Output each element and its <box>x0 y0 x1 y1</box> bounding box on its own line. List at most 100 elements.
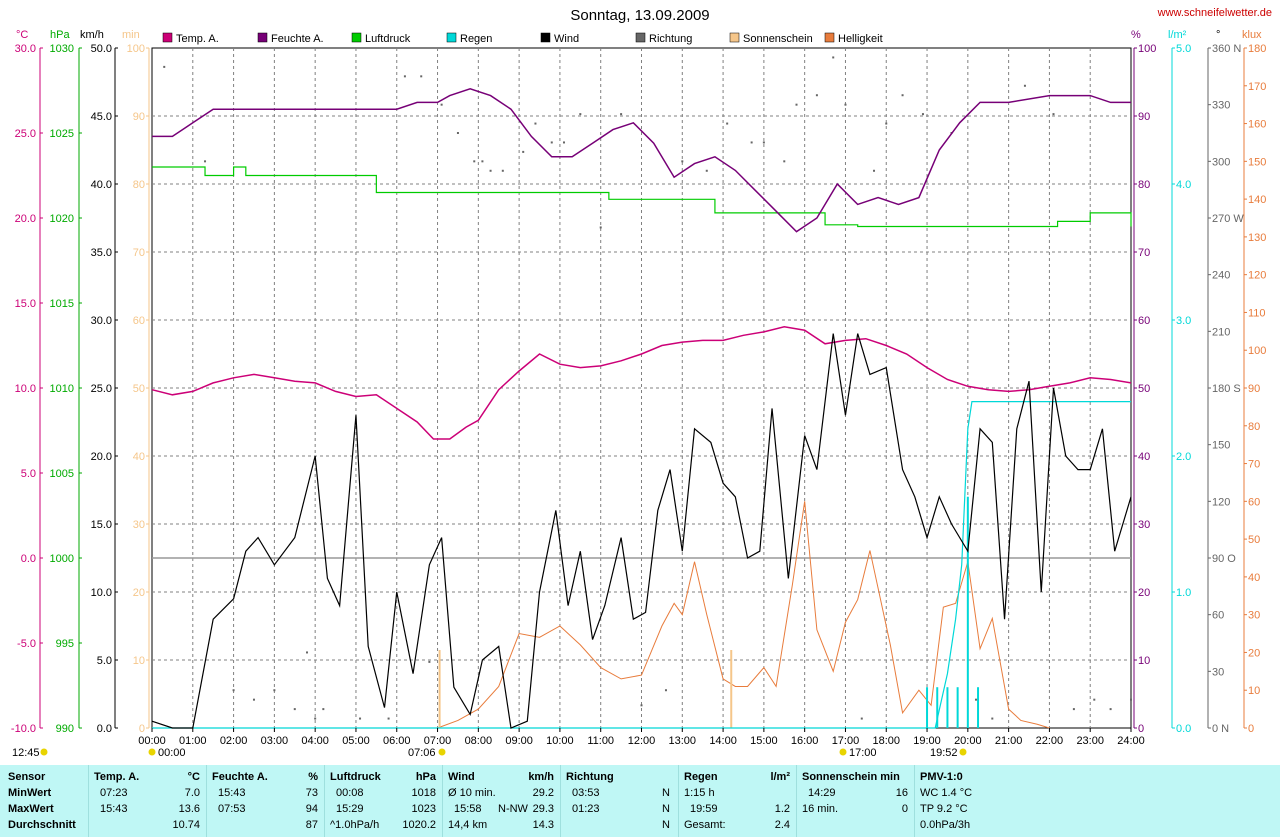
row-label-min: MinWert <box>8 787 52 799</box>
sunshine-axis-tick-label: 10 <box>133 655 145 667</box>
temp-column: Temp. A. °C 07:23 7.0 15:43 13.6 10.74 <box>94 769 200 831</box>
direction-point <box>501 169 504 172</box>
sunset-label: 19:52 <box>930 747 958 759</box>
brightness-axis-tick-label: 90 <box>1248 383 1260 395</box>
humidity-axis-tick-label: 80 <box>1138 179 1150 191</box>
pressure-axis-tick-label: 990 <box>56 723 74 735</box>
direction-point <box>974 698 977 701</box>
legend-label: Regen <box>460 33 492 45</box>
direction-point <box>322 708 325 711</box>
direction-point <box>473 160 476 163</box>
pressure-column: Luftdruck hPa 00:08 1018 15:29 1023 ^1.0hPa… <box>330 769 436 833</box>
divider <box>88 765 89 837</box>
x-tick-label: 22:00 <box>1036 735 1064 747</box>
direction-point <box>844 103 847 106</box>
sensor-column: Sensor MinWert MaxWert Durchschnitt <box>8 769 86 833</box>
axis-units: °C hPa km/h min % l/m² ° klux <box>16 29 1262 41</box>
sunshine-avg-value: 0 <box>901 803 908 815</box>
brightness-axis-tick-label: 40 <box>1248 572 1260 584</box>
pmv-dewpoint: TP 9.2 °C <box>920 803 968 815</box>
wind-avg10-value: 29.2 <box>532 787 554 799</box>
humidity-axis-tick-label: 30 <box>1138 519 1150 531</box>
direction-point <box>550 141 553 144</box>
rain-header: Regen <box>684 771 718 783</box>
temp-unit-label: °C <box>187 771 200 783</box>
pressure-trend: ^1.0hPa/h <box>330 819 380 831</box>
sunshine-header: Sonnenschein min <box>802 771 900 783</box>
direction-axis-tick-label: 360 N <box>1212 43 1241 55</box>
x-tick-label: 18:00 <box>872 735 900 747</box>
wind-column: Wind km/h Ø 10 min. 29.2 15:58 N-NW 29.3 14,… <box>448 769 554 833</box>
x-tick-label: 17:00 <box>832 735 860 747</box>
moonset-label: 17:00 <box>849 747 877 759</box>
wind-distance: 14,4 km <box>448 819 488 831</box>
pmv-windchill: WC 1.4 °C <box>920 787 973 799</box>
legend-swatch <box>446 32 457 43</box>
divider <box>442 765 443 837</box>
humidity-axis-tick-label: 10 <box>1138 655 1150 667</box>
wind-axis-tick-label: 15.0 <box>91 519 112 531</box>
rain-axis-tick-label: 2.0 <box>1176 451 1191 463</box>
direction-point <box>1023 84 1026 87</box>
temp-axis-tick-label: 20.0 <box>15 213 36 225</box>
sunshine-axis-tick-label: 20 <box>133 587 145 599</box>
x-tick-label: 15:00 <box>750 735 778 747</box>
brightness-axis-tick-label: 120 <box>1248 270 1266 282</box>
x-tick-label: 01:00 <box>179 735 207 747</box>
website-link[interactable]: www.schneifelwetter.de <box>1157 7 1272 19</box>
x-tick-label: 24:00 <box>1117 735 1145 747</box>
direction-point <box>885 122 888 125</box>
pressure-axis-tick-label: 1005 <box>50 468 74 480</box>
wind-axis-tick-label: 20.0 <box>91 451 112 463</box>
brightness-axis-tick-label: 100 <box>1248 345 1266 357</box>
direction-point <box>306 651 309 654</box>
sunshine-axis-tick-label: 80 <box>133 179 145 191</box>
legend-label: Helligkeit <box>838 33 883 45</box>
wind-line <box>151 333 1132 729</box>
pmv-column: PMV-1:0 WC 1.4 °C TP 9.2 °C 0.0hPa/3h <box>920 769 1020 833</box>
wind-axis-tick-label: 50.0 <box>91 43 112 55</box>
legend-label: Wind <box>554 33 579 45</box>
direction-point <box>387 717 390 720</box>
x-tick-label: 12:00 <box>628 735 656 747</box>
divider <box>914 765 915 837</box>
moonrise-label: 00:00 <box>158 747 186 759</box>
direction-column: Richtung 03:53 N 01:23 N N <box>566 769 670 831</box>
brightness-axis-tick-label: 180 <box>1248 43 1266 55</box>
weather-chart: Sonntag, 13.09.2009 www.schneifelwetter.… <box>11 7 1272 759</box>
direction-axis-tick-label: 60 <box>1212 610 1224 622</box>
chart-legend: Temp. A. Feuchte A. Luftdruck Regen Wind Rich… <box>162 32 883 45</box>
legend-label: Feuchte A. <box>271 33 324 45</box>
sunshine-max-value: 16 <box>895 787 908 799</box>
divider <box>324 765 325 837</box>
temp-max-value: 13.6 <box>178 803 200 815</box>
moonrise-icon <box>148 748 156 756</box>
sunshine-axis-tick-label: 90 <box>133 111 145 123</box>
x-tick-label: 16:00 <box>791 735 819 747</box>
direction-axis-tick-label: 150 <box>1212 440 1230 452</box>
direction-point <box>359 717 362 720</box>
divider <box>560 765 561 837</box>
rain-unit: l/m² <box>1168 29 1187 41</box>
direction-point <box>664 689 667 692</box>
temp-max-time: 15:43 <box>100 803 128 815</box>
direction-avg-value: N <box>662 819 670 831</box>
x-tick-label: 08:00 <box>465 735 493 747</box>
temp-axis-tick-label: 15.0 <box>15 298 36 310</box>
pressure-min-value: 1018 <box>411 787 436 799</box>
direction-header: Richtung <box>566 771 614 783</box>
rain-total-value: 2.4 <box>774 819 790 831</box>
direction-point <box>783 160 786 163</box>
wind-axis-tick-label: 35.0 <box>91 247 112 259</box>
rain-max-value: 1.2 <box>774 803 790 815</box>
wind-axis-tick-label: 0.0 <box>97 723 112 735</box>
x-axis: 00:00 01:00 02:00 03:00 04:00 05:00 06:00 07:00… <box>138 728 1145 747</box>
sunshine-axis-tick-label: 70 <box>133 247 145 259</box>
direction-point <box>1130 698 1132 701</box>
rain-column: Regen l/m² 1:15 h 19:59 1.2 Gesamt: 2.4 <box>684 769 790 833</box>
x-tick-label: 06:00 <box>383 735 411 747</box>
pressure-axis-tick-label: 1020 <box>50 213 74 225</box>
sunshine-axis-tick-label: 0 <box>139 723 145 735</box>
humidity-avg-value: 87 <box>305 819 318 831</box>
direction-axis-tick-label: 270 W <box>1212 213 1244 225</box>
